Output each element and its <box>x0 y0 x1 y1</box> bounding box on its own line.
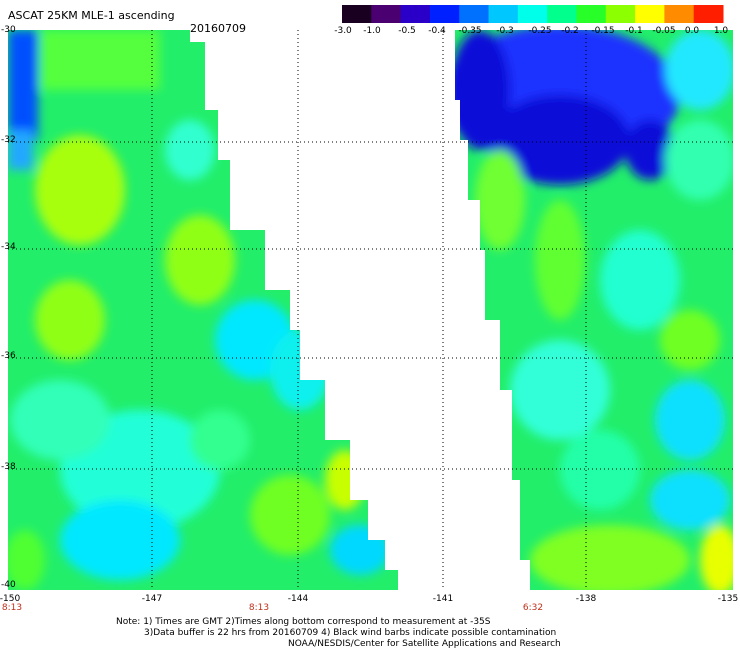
colorbar-segment <box>459 5 490 23</box>
colorbar-label: -0.5 <box>398 26 416 36</box>
lon-label: -147 <box>141 594 163 604</box>
colorbar-label: -0.05 <box>652 26 676 36</box>
time-label: 8:13 <box>248 603 270 613</box>
colorbar-segment <box>371 5 402 23</box>
grid-lines <box>8 30 733 590</box>
colorbar-segment <box>429 5 460 23</box>
colorbar-segment <box>488 5 519 23</box>
lat-label: -30 <box>1 25 16 35</box>
colorbar-label: -0.1 <box>625 26 643 36</box>
colorbar-segment <box>693 5 724 23</box>
colorbar-segment <box>547 5 577 23</box>
colorbar-label: -0.3 <box>496 26 514 36</box>
colorbar-label: -0.35 <box>458 26 482 36</box>
map-title: ASCAT 25KM MLE-1 ascending <box>8 9 175 22</box>
colorbar-segment <box>400 5 431 23</box>
lon-label: -135 <box>717 594 739 604</box>
lat-label: -32 <box>1 135 16 145</box>
colorbar-label: -1.0 <box>363 26 381 36</box>
colorbar <box>342 5 724 23</box>
colorbar-segment <box>517 5 548 23</box>
colorbar-label: -0.15 <box>591 26 615 36</box>
colorbar-segment <box>576 5 607 23</box>
colorbar-segment <box>635 5 665 23</box>
colorbar-segment <box>342 5 372 23</box>
footer-note-2: 3)Data buffer is 22 hrs from 20160709 4)… <box>144 628 557 638</box>
lat-label: -38 <box>1 462 16 472</box>
right-swath <box>455 30 733 590</box>
lon-label: -144 <box>287 594 309 604</box>
footer-note-1: Note: 1) Times are GMT 2)Times along bot… <box>116 617 491 627</box>
lat-label: -34 <box>1 242 16 252</box>
map-date: 20160709 <box>190 22 246 35</box>
colorbar-label: -0.25 <box>528 26 552 36</box>
lat-label: -40 <box>1 580 16 590</box>
colorbar-label: -3.0 <box>334 26 352 36</box>
time-label: 6:32 <box>522 603 544 613</box>
colorbar-label: 1.0 <box>713 26 729 36</box>
footer-note-3: NOAA/NESDIS/Center for Satellite Applica… <box>288 639 561 649</box>
lon-label: -138 <box>575 594 597 604</box>
lat-label: -36 <box>1 351 16 361</box>
colorbar-segment <box>605 5 636 23</box>
colorbar-label: -0.4 <box>428 26 446 36</box>
colorbar-segment <box>664 5 695 23</box>
time-label: 8:13 <box>1 603 23 613</box>
colorbar-label: 0.0 <box>684 26 700 36</box>
lon-label: -150 <box>0 594 21 604</box>
colorbar-label: -0.2 <box>561 26 579 36</box>
lon-label: -141 <box>432 594 454 604</box>
left-swath <box>8 30 398 590</box>
